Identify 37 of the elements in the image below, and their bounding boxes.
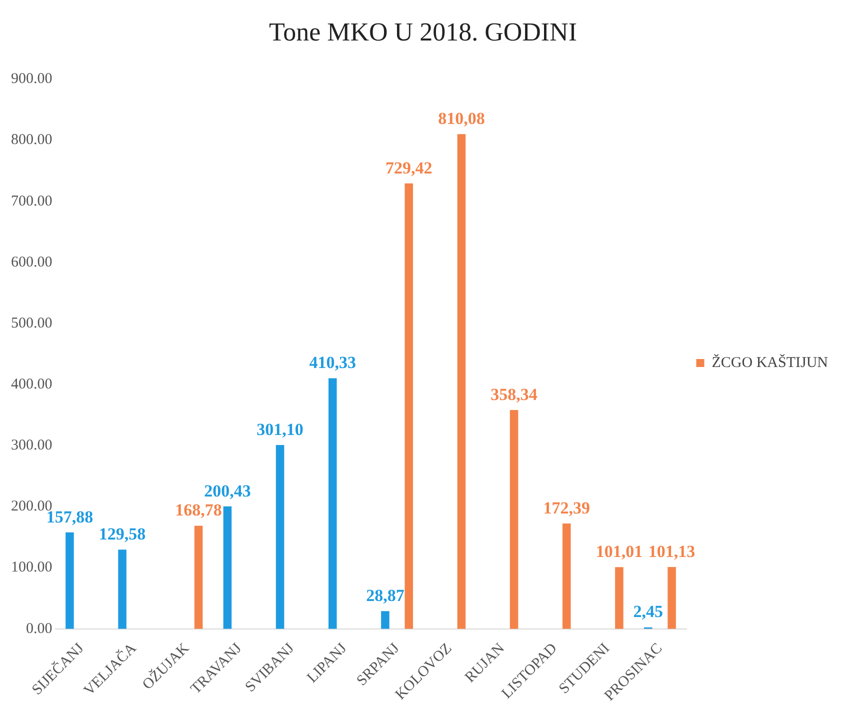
bar <box>615 567 624 629</box>
data-label: 810,08 <box>438 109 485 128</box>
data-label: 301,10 <box>256 420 304 439</box>
data-label: 28,87 <box>366 586 405 606</box>
data-label: 410,33 <box>309 353 356 372</box>
y-tick-label: 500.00 <box>11 315 52 332</box>
y-tick-label: 100.00 <box>11 560 52 576</box>
data-label: 101,13 <box>648 542 696 561</box>
y-tick-label: 0.00 <box>26 620 52 637</box>
bar <box>562 524 571 629</box>
y-tick-label: 700.00 <box>11 193 52 210</box>
y-tick-label: 600.00 <box>11 254 52 270</box>
legend-label: ŽCGO KAŠTIJUN <box>712 354 828 371</box>
bar <box>118 550 126 629</box>
bar <box>328 378 337 629</box>
data-label: 358,34 <box>490 384 538 404</box>
data-label: 101,01 <box>596 542 643 562</box>
data-label: 2,45 <box>633 602 663 622</box>
data-label: 172,39 <box>543 498 590 518</box>
bar <box>404 183 414 629</box>
bar <box>510 410 518 629</box>
data-label: 200,43 <box>204 481 251 500</box>
bar <box>457 134 466 629</box>
data-label: 168,78 <box>175 500 222 520</box>
data-label: 129,58 <box>98 524 146 544</box>
chart-title: Tone MKO U 2018. GODINI <box>269 17 577 46</box>
y-tick-label: 300.00 <box>11 438 52 454</box>
data-label: 729,42 <box>386 158 432 178</box>
bar <box>381 611 390 629</box>
bar <box>66 532 74 629</box>
y-tick-label: 800.00 <box>11 132 52 148</box>
y-tick-label: 400.00 <box>11 376 52 392</box>
bar <box>668 567 676 629</box>
y-tick-label: 900.00 <box>11 71 52 88</box>
bar <box>276 444 284 629</box>
bar <box>223 506 232 629</box>
bar <box>194 526 203 629</box>
